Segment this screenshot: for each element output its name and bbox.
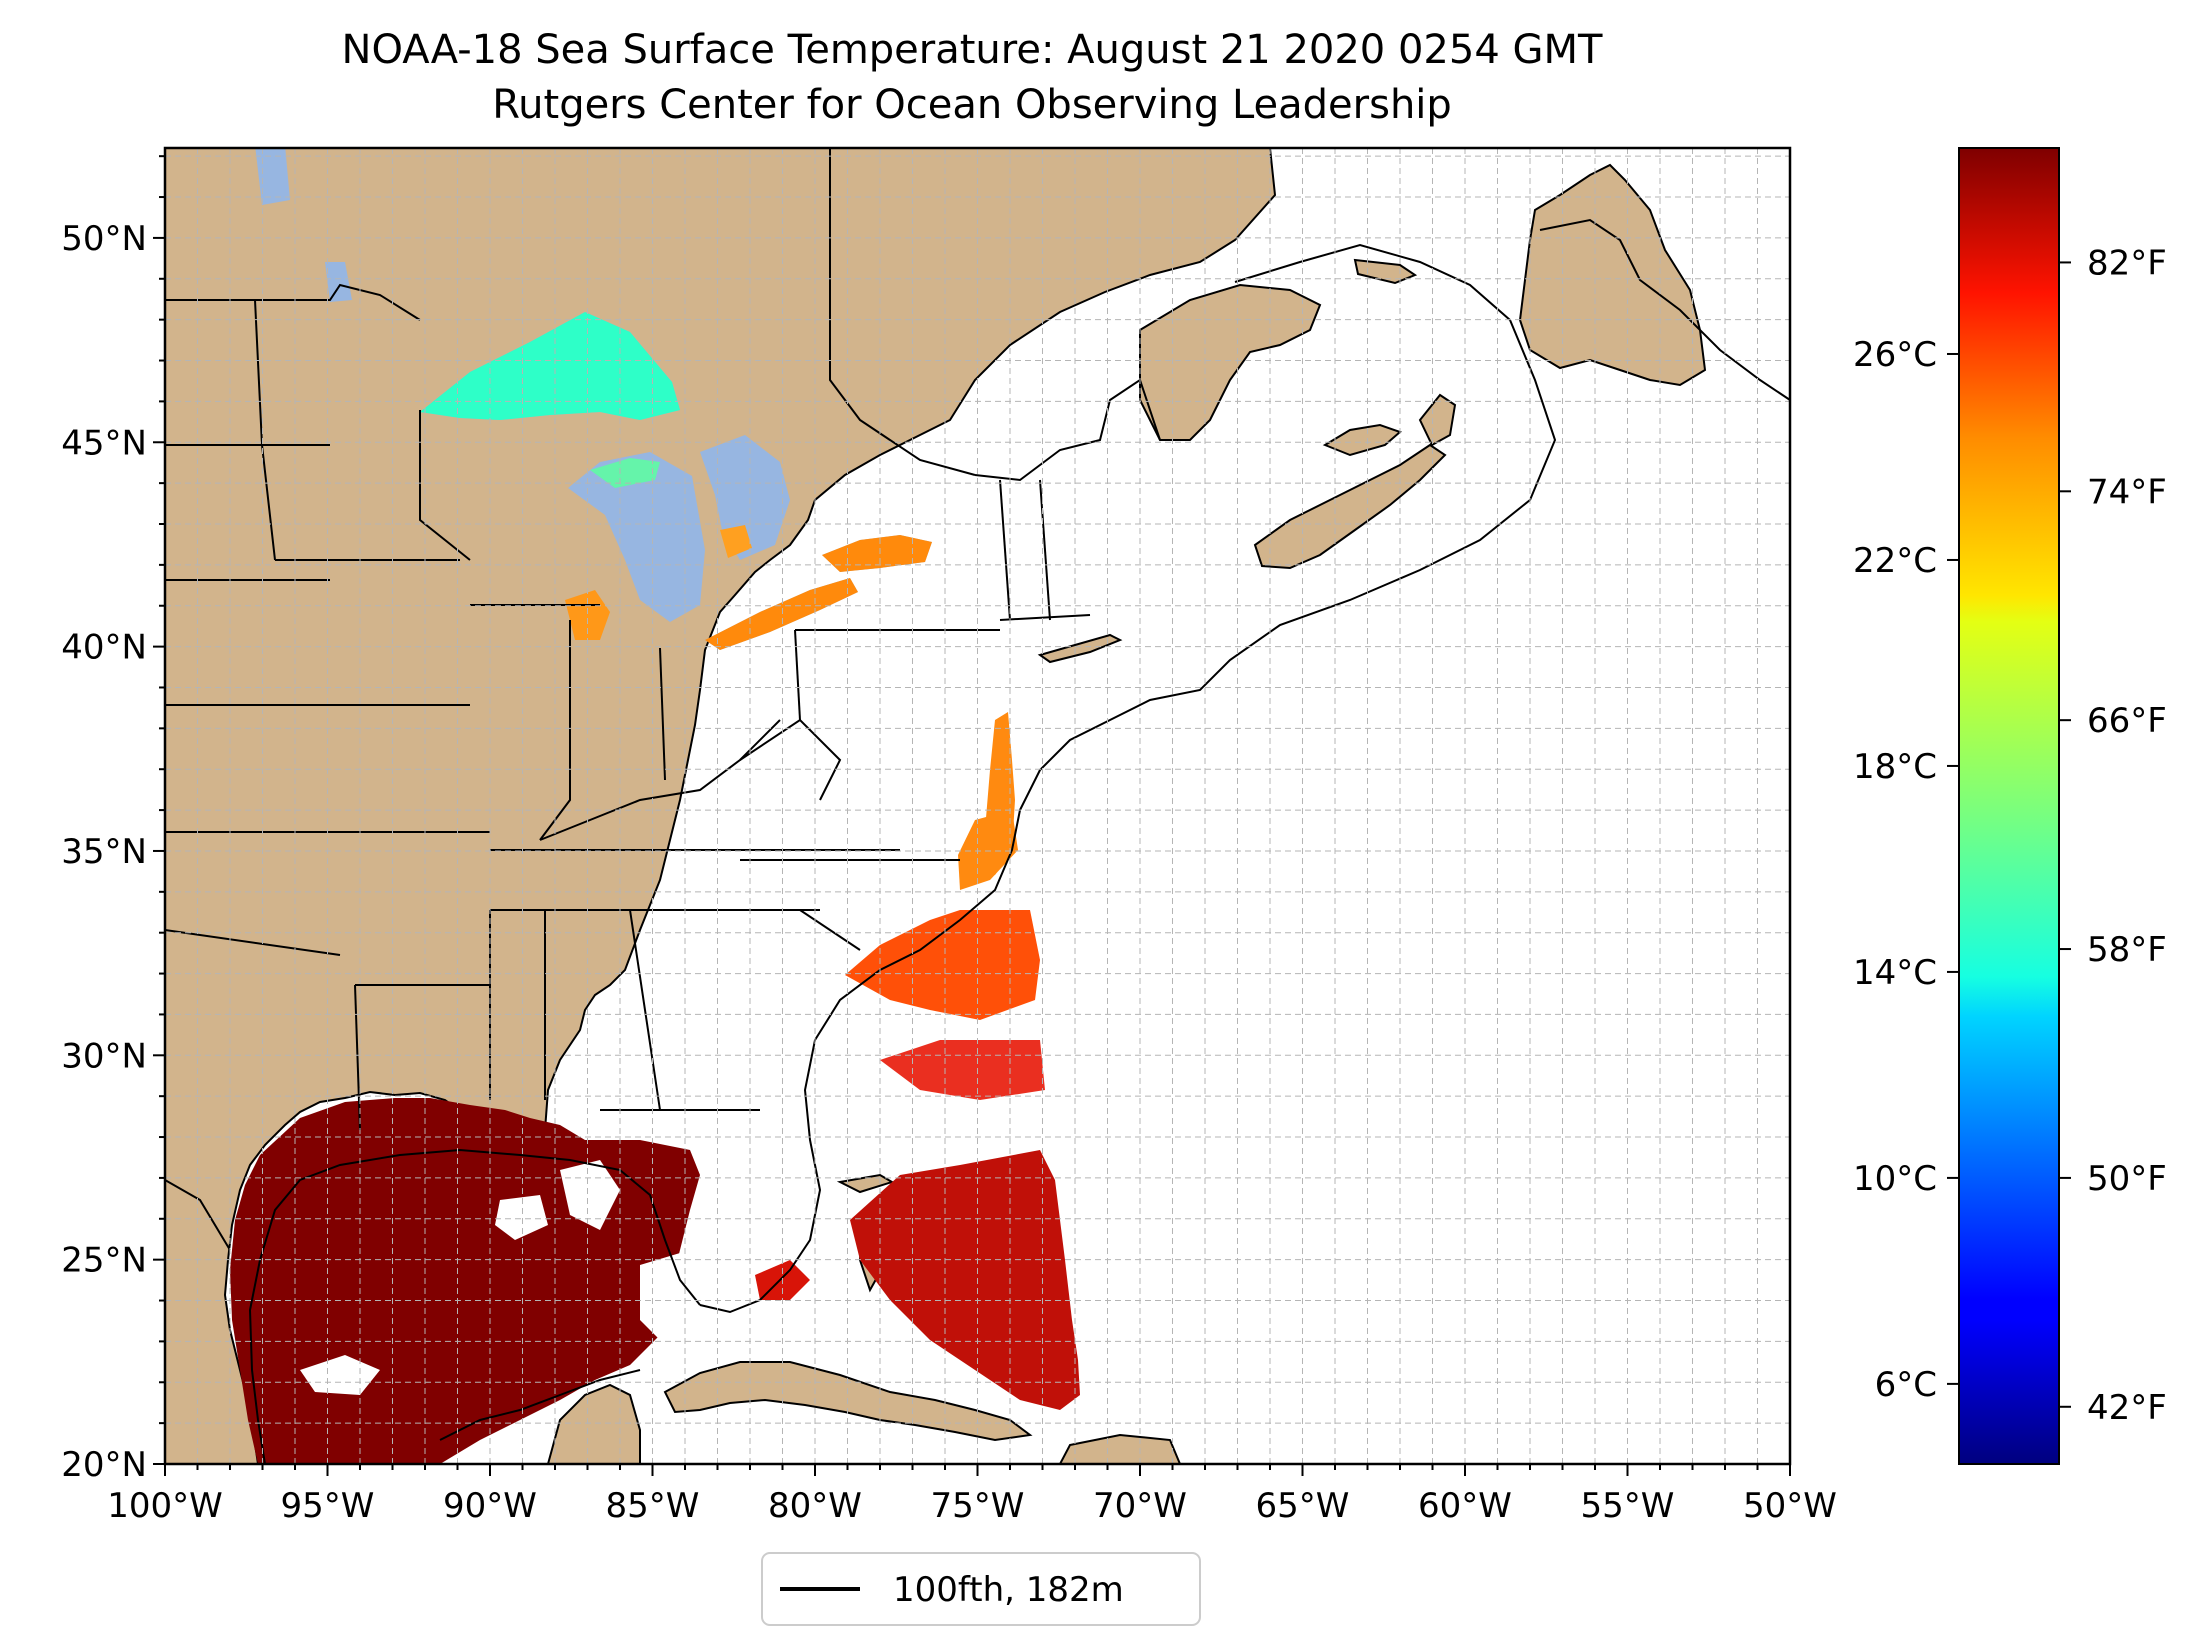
colorbar-c-label: 10°C xyxy=(1853,1159,1937,1199)
x-tick-label: 60°W xyxy=(1418,1486,1512,1526)
contour-100fth xyxy=(248,218,1790,1464)
x-tick-label: 95°W xyxy=(281,1486,375,1526)
lake-huron xyxy=(700,435,790,560)
x-axis: 100°W 95°W 90°W 85°W 80°W 75°W 70°W 65°W 60°W 55°… xyxy=(107,1464,1837,1526)
y-tick-label: 25°N xyxy=(61,1241,147,1281)
y-tick-label: 45°N xyxy=(61,423,147,463)
border-oh-river xyxy=(539,719,781,841)
nantucket-long-island xyxy=(1037,633,1123,664)
border-ontario-quebec xyxy=(829,148,976,476)
map-area xyxy=(165,148,1790,1464)
sst-lake-ontario xyxy=(822,535,932,572)
x-tick-label: 50°W xyxy=(1743,1486,1837,1526)
border-vt-nh xyxy=(1039,479,1051,621)
border-oh-pa xyxy=(794,629,801,721)
x-tick-label: 85°W xyxy=(606,1486,700,1526)
newfoundland xyxy=(1518,163,1707,387)
colorbar-fahrenheit-axis: 42°F 50°F 58°F 66°F 74°F 82°F xyxy=(2059,243,2167,1428)
sst-bahamas-region xyxy=(850,1150,1080,1410)
sst-south-atlantic-patches xyxy=(880,1040,1045,1100)
border-il-in xyxy=(539,620,571,841)
border-wv xyxy=(739,718,842,801)
sst-lake-superior xyxy=(420,312,680,420)
x-tick-label: 100°W xyxy=(107,1486,223,1526)
sst-virginia-strip xyxy=(958,810,1018,890)
contour-atlantic-shelf xyxy=(699,243,1557,1314)
border-al-ga xyxy=(629,909,661,1111)
colorbar-f-label: 58°F xyxy=(2087,930,2167,970)
border-tx-mexico xyxy=(165,1179,231,1251)
lake-nipigon xyxy=(255,148,290,205)
hispaniola xyxy=(1058,1433,1182,1464)
border-tx-la xyxy=(354,984,361,1131)
x-tick-label: 75°W xyxy=(931,1486,1025,1526)
sst-lake-huron-patch xyxy=(720,525,752,558)
border-ma xyxy=(999,614,1091,621)
nova-scotia xyxy=(1253,443,1447,570)
colorbar-c-label: 14°C xyxy=(1853,953,1937,993)
x-tick-label: 65°W xyxy=(1256,1486,1350,1526)
border-wi-mn xyxy=(419,410,471,561)
sst-gulf-cloud-gap-2 xyxy=(300,1355,380,1395)
north-america-landmass xyxy=(165,148,1277,1464)
lat-lon-grid xyxy=(165,148,1790,1464)
border-tx-ok xyxy=(165,929,341,956)
border-nc-sc xyxy=(720,909,861,951)
colorbar-f-label: 42°F xyxy=(2087,1388,2167,1428)
colorbar-c-label: 26°C xyxy=(1853,335,1937,375)
border-ny-vt xyxy=(999,479,1011,621)
colorbar-c-label: 6°C xyxy=(1875,1365,1937,1405)
contour-gulf xyxy=(248,1148,701,1464)
x-tick-label: 70°W xyxy=(1093,1486,1187,1526)
lake-winnipeg xyxy=(325,262,352,302)
sst-lake-michigan-south xyxy=(565,590,610,640)
colorbar-c-label: 18°C xyxy=(1853,747,1937,787)
y-tick-label: 50°N xyxy=(61,219,147,259)
sst-lake-erie xyxy=(705,578,858,650)
x-tick-label: 90°W xyxy=(443,1486,537,1526)
sst-lake-michigan-north xyxy=(590,458,660,488)
y-axis: 20°N 25°N 30°N 35°N 40°N 45°N 50°N xyxy=(61,155,165,1485)
colorbar-f-label: 74°F xyxy=(2087,472,2167,512)
chart-subtitle: Rutgers Center for Ocean Observing Leade… xyxy=(492,82,1452,128)
legend: 100fth, 182m xyxy=(761,1552,1201,1626)
lake-michigan xyxy=(568,452,705,622)
grand-bahama xyxy=(836,1173,895,1194)
sst-gulf-cloud-gap-3 xyxy=(495,1195,548,1240)
y-tick-label: 20°N xyxy=(61,1445,147,1485)
legend-label: 100fth, 182m xyxy=(893,1570,1124,1610)
colorbar-c-label: 22°C xyxy=(1853,541,1937,581)
y-tick-label: 40°N xyxy=(61,628,147,668)
border-in-oh xyxy=(659,647,666,781)
colorbar-celsius-axis: 6°C 10°C 14°C 18°C 22°C 26°C xyxy=(1853,335,1959,1405)
contour-cuba-north xyxy=(439,1369,641,1441)
x-tick-label: 55°W xyxy=(1581,1486,1675,1526)
border-49th-parallel xyxy=(165,283,421,321)
chart-title: NOAA-18 Sea Surface Temperature: August … xyxy=(342,27,1603,73)
sst-data-layer xyxy=(230,312,1080,1464)
legend-box xyxy=(761,1552,1201,1626)
sst-carolina-shelf xyxy=(845,910,1040,1020)
x-tick-label: 80°W xyxy=(768,1486,862,1526)
y-tick-label: 35°N xyxy=(61,832,147,872)
y-tick-label: 30°N xyxy=(61,1036,147,1076)
colorbar-f-label: 82°F xyxy=(2087,243,2167,283)
border-mn-west xyxy=(254,299,276,561)
colorbar-f-label: 50°F xyxy=(2087,1159,2167,1199)
colorbar xyxy=(1958,147,2060,1465)
cape-breton xyxy=(1418,393,1457,447)
colorbar-f-label: 66°F xyxy=(2087,701,2167,741)
